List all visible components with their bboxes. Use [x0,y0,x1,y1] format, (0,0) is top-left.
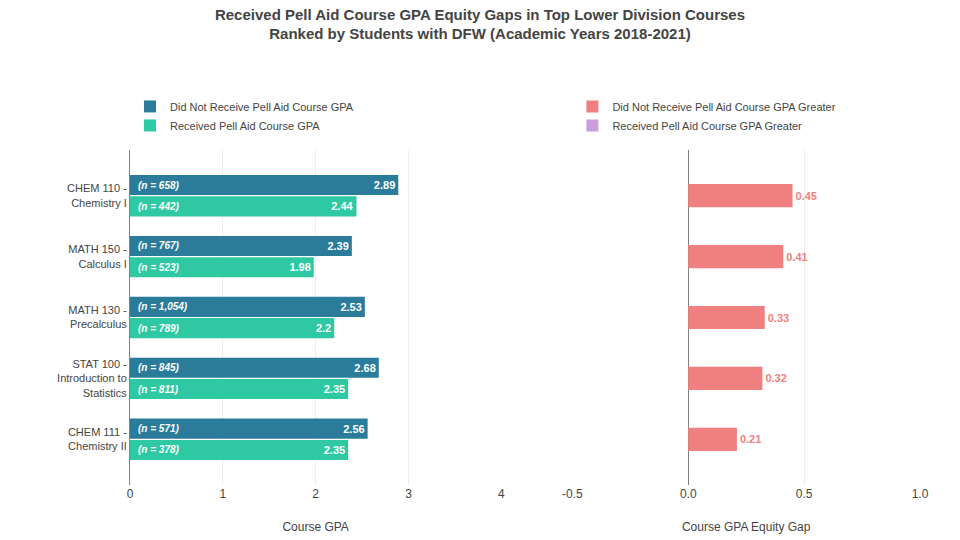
svg-text:2: 2 [312,487,319,501]
svg-text:(n = 442): (n = 442) [138,201,180,212]
svg-text:Received Pell Aid Course GPA G: Received Pell Aid Course GPA Greater [612,120,802,132]
svg-text:1.98: 1.98 [289,261,310,273]
svg-text:0.41: 0.41 [786,251,807,263]
svg-text:Course GPA: Course GPA [282,520,348,534]
svg-text:MATH 150 -Calculus I: MATH 150 -Calculus I [68,243,127,269]
svg-text:2.2: 2.2 [316,322,331,334]
svg-text:0.21: 0.21 [740,433,761,445]
svg-text:2.56: 2.56 [343,423,364,435]
svg-text:1.0: 1.0 [912,487,929,501]
svg-text:(n = 523): (n = 523) [138,262,180,273]
svg-text:(n = 1,054): (n = 1,054) [138,301,188,312]
svg-text:CHEM 110 -Chemistry I: CHEM 110 -Chemistry I [67,182,127,208]
svg-text:MATH 130 -Precalculus: MATH 130 -Precalculus [68,304,127,330]
svg-text:1: 1 [219,487,226,501]
svg-text:2.68: 2.68 [354,362,375,374]
svg-text:Course GPA Equity Gap: Course GPA Equity Gap [682,520,811,534]
svg-text:-0.5: -0.5 [562,487,583,501]
svg-text:2.53: 2.53 [340,301,361,313]
svg-text:0.45: 0.45 [796,190,817,202]
svg-text:2.39: 2.39 [327,240,348,252]
svg-text:Did Not Receive Pell Aid Cours: Did Not Receive Pell Aid Course GPA Grea… [612,101,835,113]
svg-text:Received Pell Aid Course GPA: Received Pell Aid Course GPA [170,120,320,132]
svg-text:CHEM 111 -Chemistry II: CHEM 111 -Chemistry II [68,426,127,452]
svg-text:0.32: 0.32 [765,372,786,384]
svg-text:(n = 658): (n = 658) [138,180,180,191]
svg-text:(n = 789): (n = 789) [138,323,180,334]
svg-text:0.5: 0.5 [796,487,813,501]
svg-text:(n = 845): (n = 845) [138,362,180,373]
svg-text:(n = 571): (n = 571) [138,423,180,434]
svg-text:Received Pell Aid Course GPA E: Received Pell Aid Course GPA Equity Gaps… [215,6,745,43]
svg-text:STAT 100 -Introduction toStati: STAT 100 -Introduction toStatistics [57,358,127,399]
svg-text:2.44: 2.44 [331,200,353,212]
svg-text:(n = 378): (n = 378) [138,444,180,455]
svg-text:3: 3 [405,487,412,501]
svg-text:(n = 767): (n = 767) [138,240,180,251]
svg-text:4: 4 [498,487,505,501]
svg-text:Did Not Receive Pell Aid Cours: Did Not Receive Pell Aid Course GPA [170,101,354,113]
svg-text:0.33: 0.33 [768,312,789,324]
svg-text:(n = 811): (n = 811) [138,384,179,395]
svg-text:2.35: 2.35 [324,444,345,456]
svg-text:2.89: 2.89 [374,179,395,191]
svg-text:0: 0 [127,487,134,501]
svg-text:2.35: 2.35 [324,383,345,395]
svg-text:0.0: 0.0 [680,487,697,501]
